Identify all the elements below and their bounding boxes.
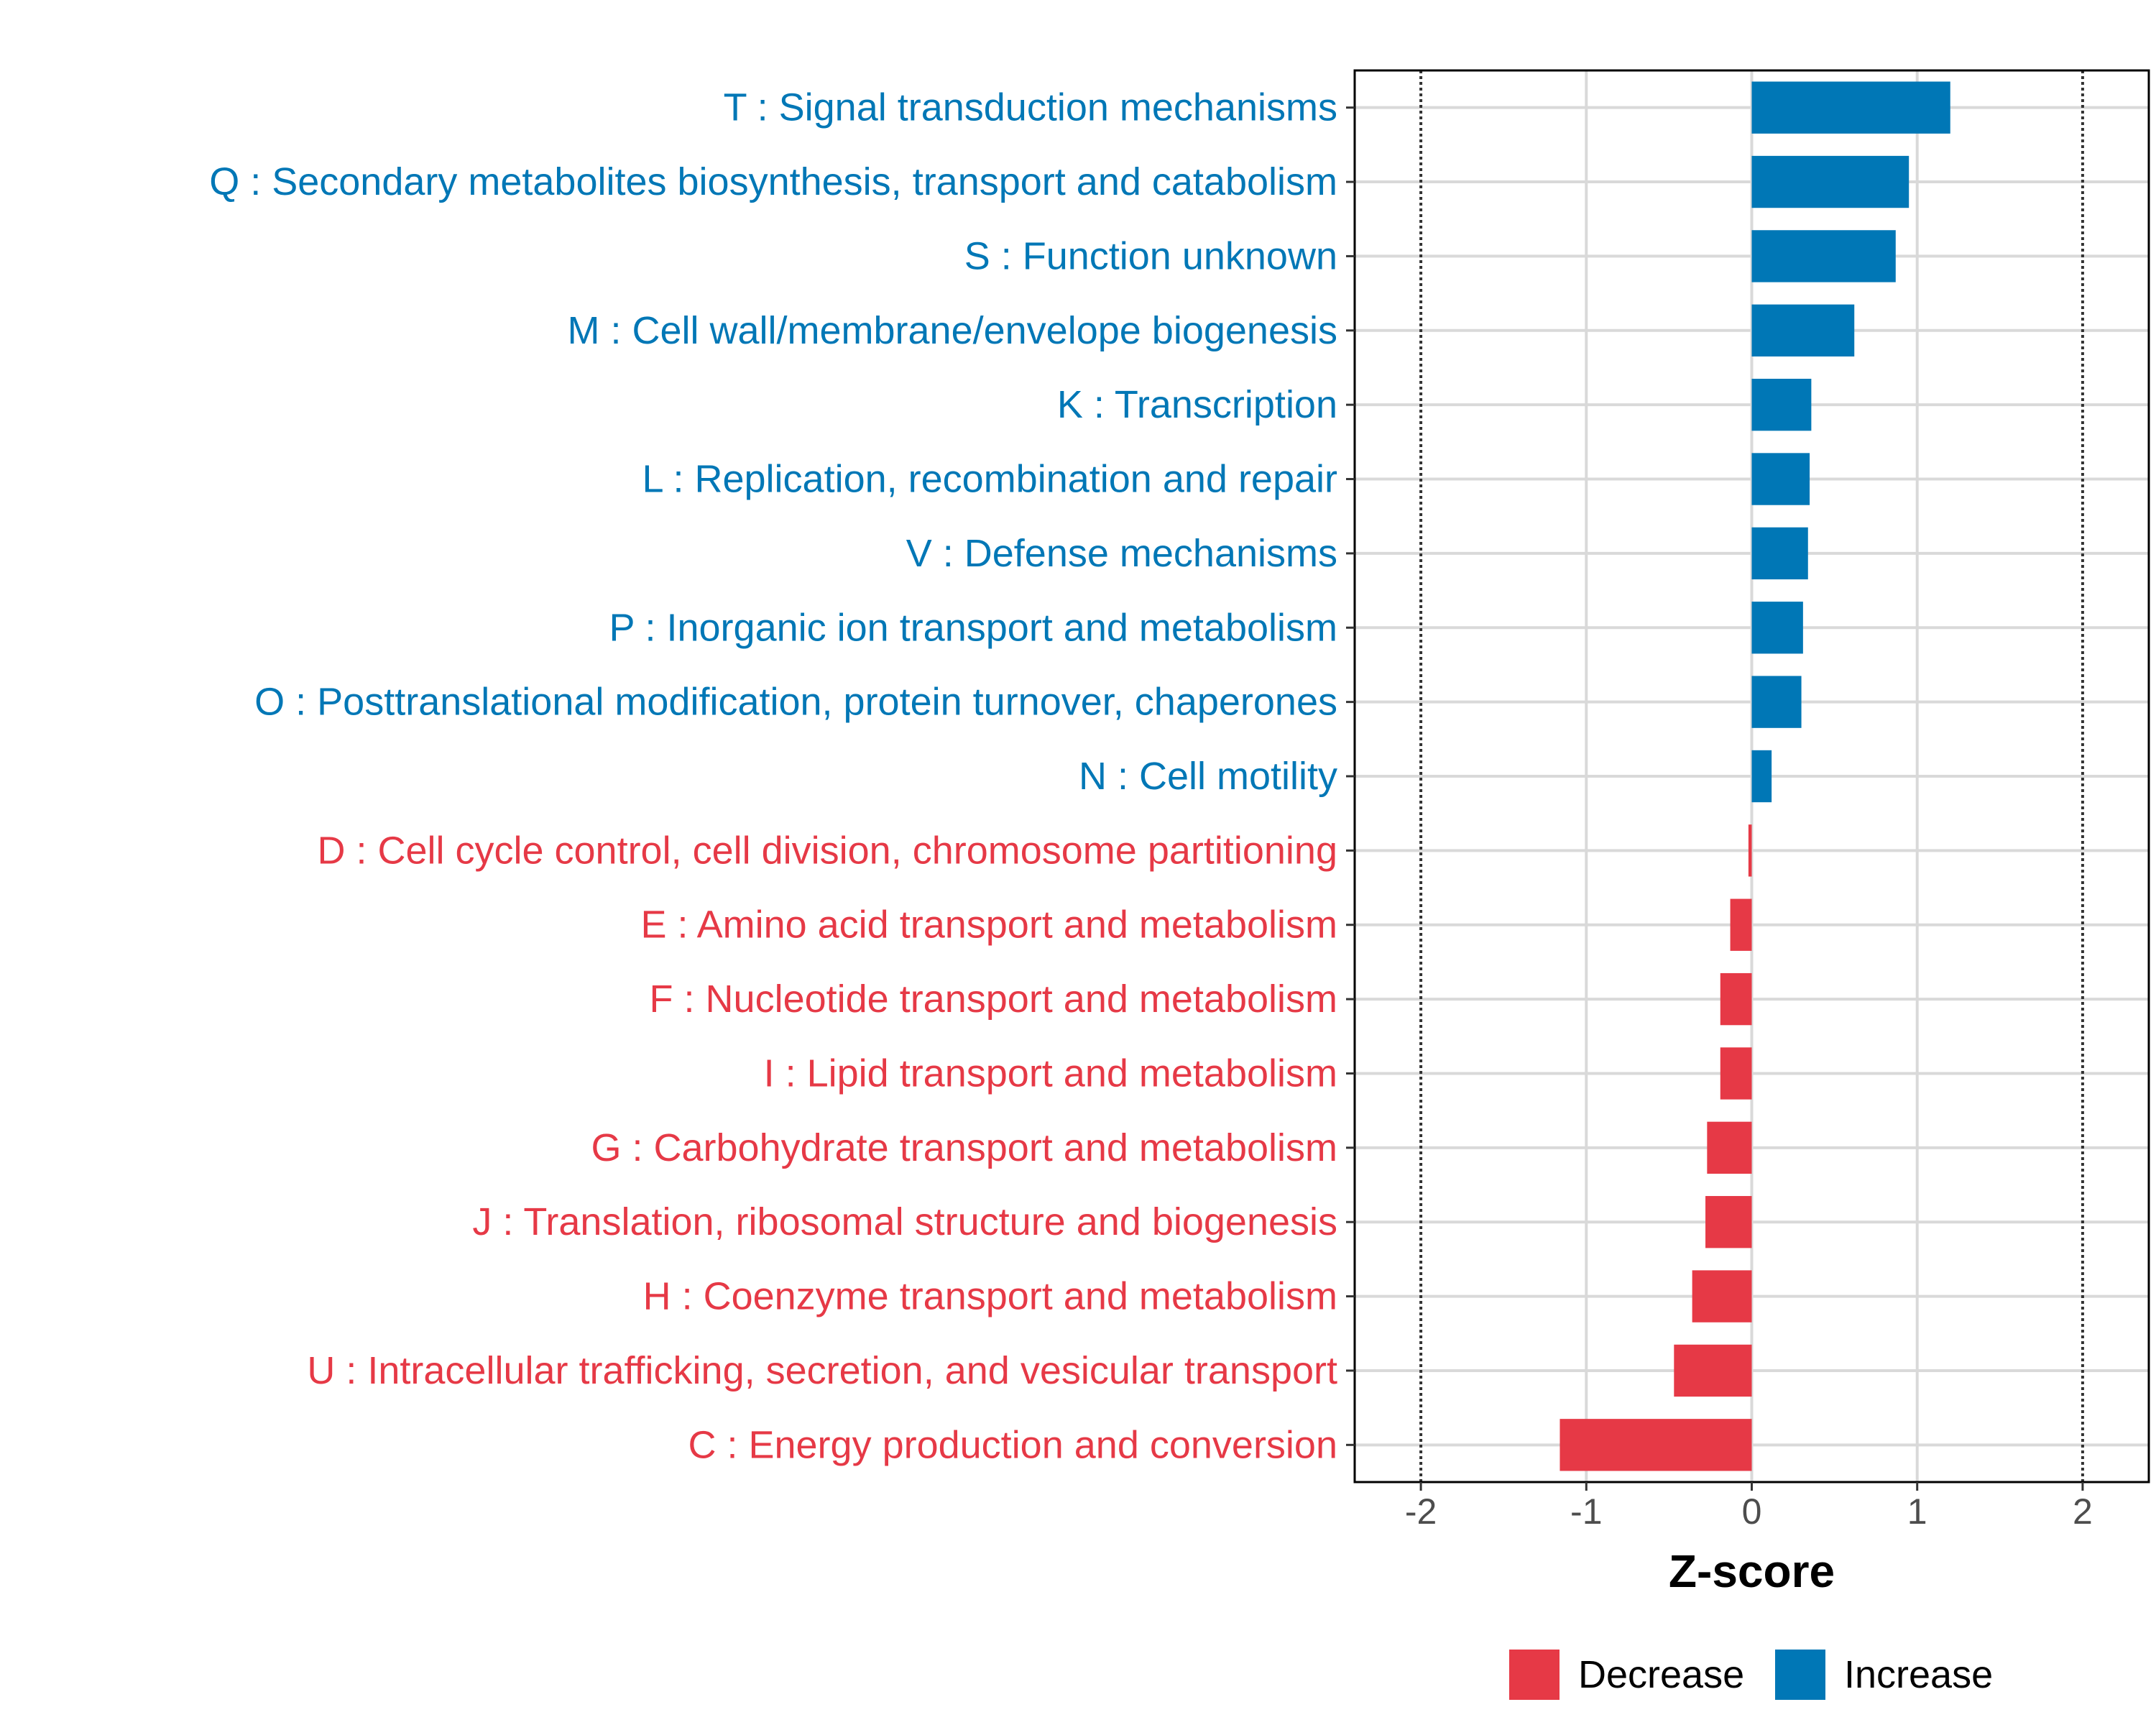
category-label: V : Defense mechanisms bbox=[906, 532, 1337, 575]
legend-swatch bbox=[1509, 1650, 1560, 1700]
bar bbox=[1751, 602, 1803, 654]
bar bbox=[1730, 898, 1752, 951]
category-label: O : Posttranslational modification, prot… bbox=[254, 681, 1337, 724]
bar bbox=[1748, 824, 1752, 877]
y-axis-labels: T : Signal transduction mechanisms Q : Se… bbox=[209, 86, 1337, 1467]
category-label: P : Inorganic ion transport and metaboli… bbox=[609, 606, 1337, 649]
bar bbox=[1751, 453, 1810, 505]
category-label: N : Cell motility bbox=[1079, 755, 1337, 798]
category-label: C : Energy production and conversion bbox=[688, 1423, 1337, 1466]
x-tick-label: -2 bbox=[1405, 1491, 1437, 1532]
category-label: E : Amino acid transport and metabolism bbox=[641, 903, 1337, 947]
legend: Decrease Increase bbox=[1509, 1650, 1993, 1700]
bar bbox=[1751, 750, 1772, 803]
legend-swatch bbox=[1775, 1650, 1825, 1700]
legend-label: Increase bbox=[1844, 1653, 1993, 1696]
legend-label: Decrease bbox=[1578, 1653, 1744, 1696]
category-label: K : Transcription bbox=[1057, 383, 1337, 426]
x-tick-label: 1 bbox=[1907, 1491, 1927, 1532]
bar bbox=[1720, 972, 1752, 1026]
bar bbox=[1751, 676, 1802, 728]
category-label: T : Signal transduction mechanisms bbox=[724, 86, 1337, 129]
category-label: U : Intracellular trafficking, secretion… bbox=[307, 1349, 1337, 1392]
bar bbox=[1751, 378, 1812, 431]
x-tick-label: -1 bbox=[1570, 1491, 1602, 1532]
bar bbox=[1720, 1047, 1752, 1100]
x-axis-title: Z-score bbox=[1669, 1545, 1835, 1597]
bars bbox=[1560, 81, 1950, 1471]
bar bbox=[1560, 1419, 1752, 1471]
bar bbox=[1751, 81, 1950, 134]
bar bbox=[1751, 230, 1896, 282]
bar bbox=[1707, 1121, 1752, 1174]
category-label: M : Cell wall/membrane/envelope biogenes… bbox=[567, 309, 1337, 352]
category-label: H : Coenzyme transport and metabolism bbox=[643, 1275, 1337, 1318]
bar bbox=[1751, 527, 1808, 580]
category-label: Q : Secondary metabolites biosynthesis, … bbox=[209, 160, 1337, 203]
bar bbox=[1751, 304, 1855, 356]
bar bbox=[1751, 155, 1909, 208]
bar bbox=[1674, 1344, 1752, 1397]
category-label: G : Carbohydrate transport and metabolis… bbox=[591, 1126, 1338, 1169]
y-axis-ticks bbox=[1346, 106, 1355, 1446]
bar bbox=[1705, 1196, 1752, 1248]
category-label: L : Replication, recombination and repai… bbox=[642, 458, 1337, 501]
category-label: D : Cell cycle control, cell division, c… bbox=[317, 829, 1337, 872]
category-label: F : Nucleotide transport and metabolism bbox=[650, 978, 1337, 1021]
x-axis-ticks: -2 -1 0 1 2 bbox=[1405, 1482, 2093, 1532]
category-label: J : Translation, ribosomal structure and… bbox=[472, 1200, 1337, 1243]
bar bbox=[1692, 1270, 1752, 1322]
category-label: I : Lipid transport and metabolism bbox=[764, 1052, 1337, 1095]
category-label: S : Function unknown bbox=[964, 234, 1337, 277]
x-tick-label: 0 bbox=[1742, 1491, 1762, 1532]
x-tick-label: 2 bbox=[2073, 1491, 2093, 1532]
